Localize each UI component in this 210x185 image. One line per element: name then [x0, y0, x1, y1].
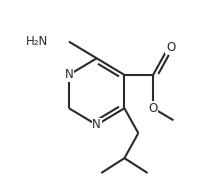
Text: O: O: [166, 41, 175, 54]
Text: O: O: [148, 102, 158, 115]
Text: N: N: [92, 118, 101, 131]
Text: N: N: [64, 68, 73, 81]
Text: H₂N: H₂N: [26, 35, 49, 48]
